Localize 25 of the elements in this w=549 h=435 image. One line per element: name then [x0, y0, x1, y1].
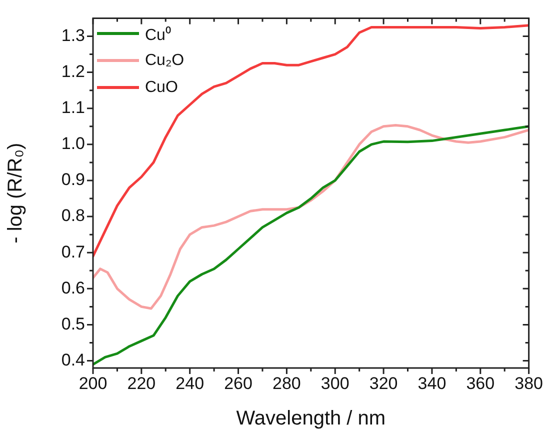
x-tick-label: 240	[176, 374, 204, 393]
x-tick-label: 300	[320, 374, 350, 393]
y-axis-title: - log (R/R₀)	[4, 142, 27, 244]
x-tick-label: 220	[127, 374, 156, 393]
y-tick-label: 0.4	[61, 350, 85, 370]
y-tick-label: 1.2	[61, 62, 85, 81]
y-tick-label: 0.5	[61, 314, 85, 334]
x-tick-label: 260	[224, 374, 252, 393]
y-tick-label: 1.0	[61, 134, 85, 154]
x-axis-title: Wavelength / nm	[236, 408, 386, 430]
x-tick-label: 320	[369, 374, 398, 393]
legend-label: Cu₂O	[145, 52, 184, 70]
x-tick-label: 280	[272, 374, 301, 393]
y-tick-label: 1.3	[61, 26, 85, 45]
y-tick-label: 0.6	[61, 278, 85, 298]
y-tick-label: 0.9	[61, 170, 85, 190]
x-tick-label: 360	[466, 374, 495, 393]
x-tick-label: 200	[78, 374, 108, 393]
y-tick-label: 0.7	[61, 242, 85, 262]
legend-label: Cu⁰	[145, 25, 172, 44]
x-tick-label: 340	[418, 374, 446, 393]
y-tick-label: 1.1	[61, 98, 85, 118]
y-tick-label: 0.8	[61, 206, 85, 226]
legend-label: CuO	[145, 78, 178, 96]
x-tick-label: 380	[514, 374, 544, 393]
